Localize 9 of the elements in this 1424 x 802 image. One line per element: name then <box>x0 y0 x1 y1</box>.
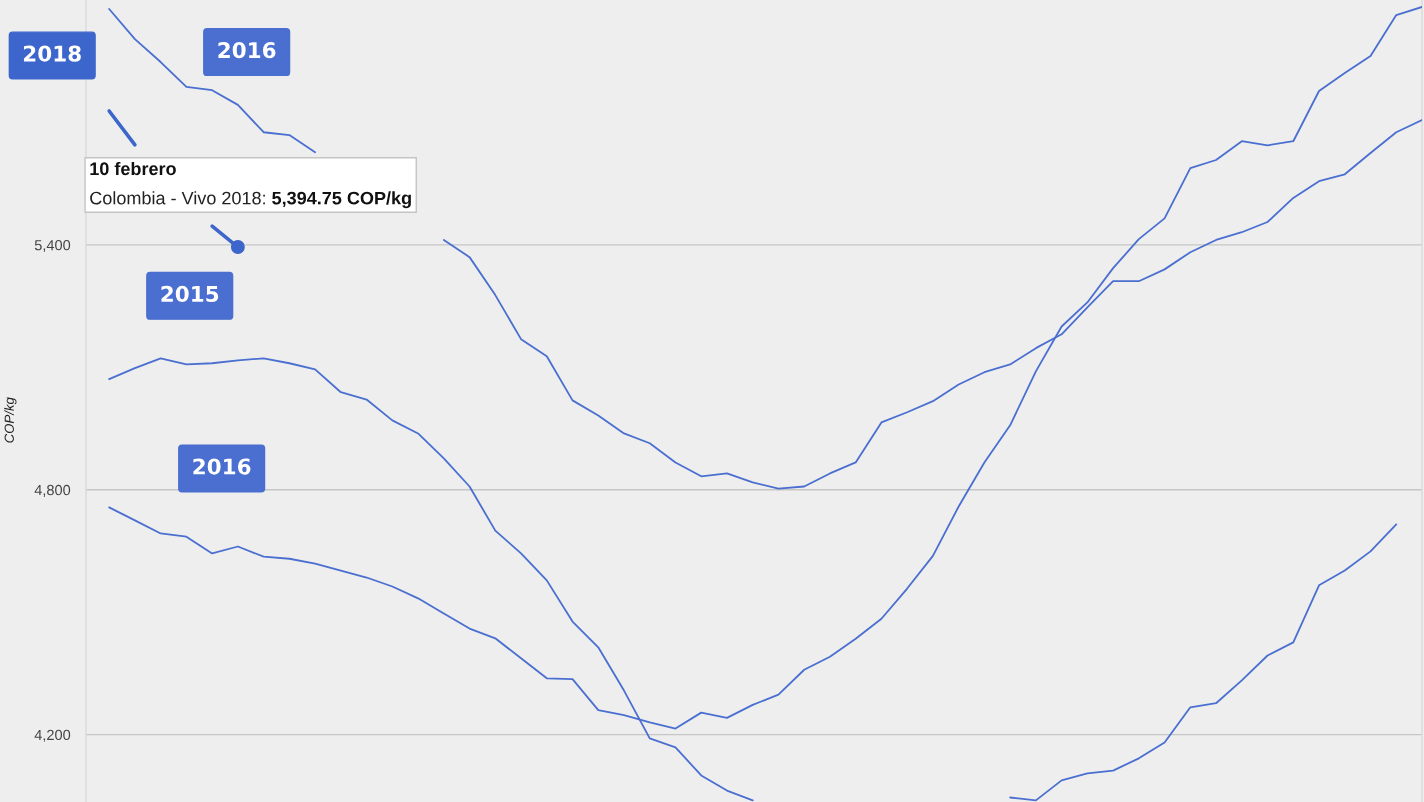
y-tick-label: 4,200 <box>34 729 71 742</box>
text: 2018 <box>23 45 81 62</box>
text: 2015 <box>161 285 219 303</box>
y-tick-label: 4,800 <box>34 484 71 497</box>
text: 2016 <box>193 458 251 475</box>
annotation: 10 febrero Colombia - Vivo 2018: 5,394.75 COP/kg <box>90 161 411 209</box>
y-axis-title: COP/kg <box>4 397 17 443</box>
series-label: 2016 <box>218 42 276 59</box>
y-tick-label: 5,400 <box>34 239 71 253</box>
